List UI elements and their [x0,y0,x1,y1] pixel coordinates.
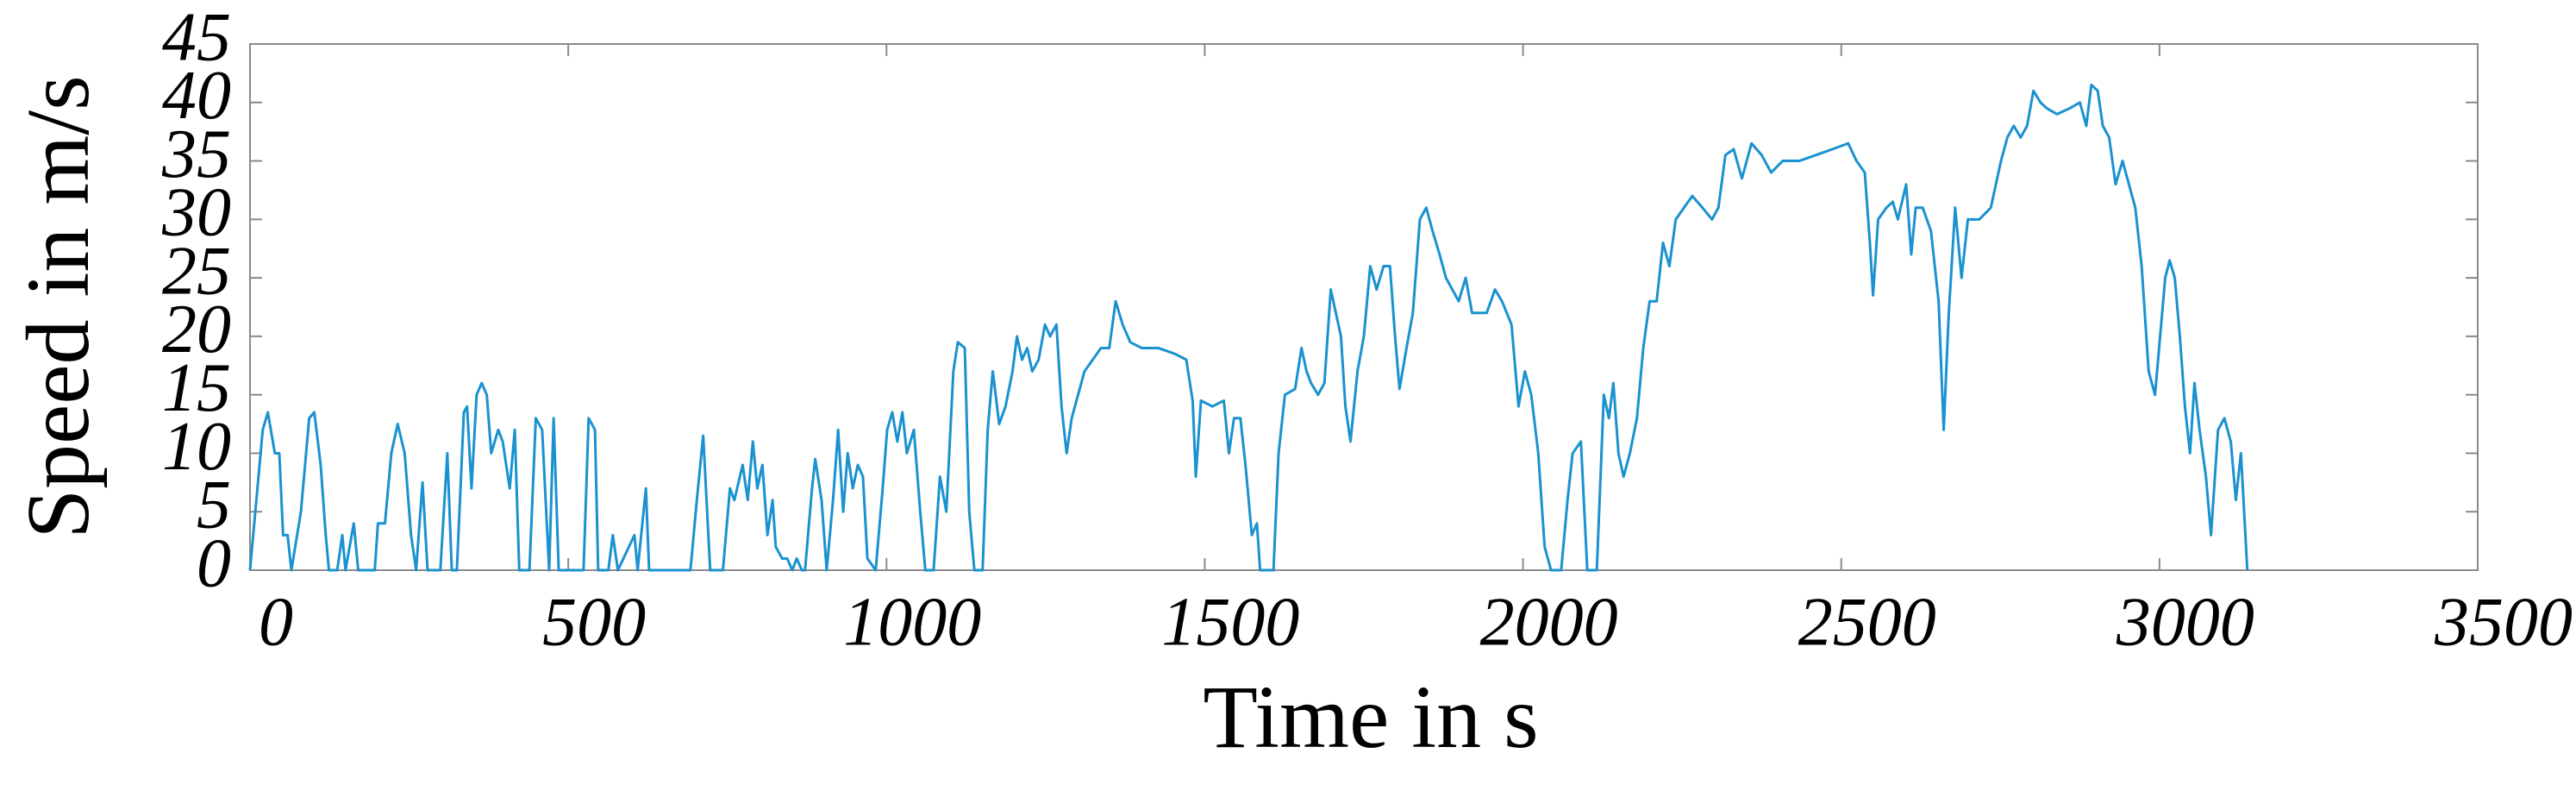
x-tick-label: 1500 [1161,584,1299,660]
x-tick-label: 2500 [1798,584,1936,660]
y-tick-label: 5 [197,468,231,543]
x-tick-label: 3000 [2116,584,2254,660]
y-axis-title: Speed in m/s [9,75,108,538]
x-tick-label: 0 [259,584,293,660]
x-axis-title: Time in s [1203,668,1538,767]
y-tick-label: 20 [162,292,231,367]
y-tick-label: 15 [162,350,231,426]
y-tick-label: 30 [161,175,231,251]
speed-line [248,83,2249,572]
plot-frame [249,43,2479,571]
y-tick-label: 25 [162,233,231,309]
x-tick-label: 2000 [1480,584,1618,660]
x-tick-label: 1000 [843,584,981,660]
y-tick-label: 40 [162,58,231,134]
y-tick-label: 35 [161,116,231,192]
y-tick-label: 10 [162,409,231,485]
x-tick-label: 3500 [2434,584,2573,660]
x-tick-label: 500 [542,584,646,660]
y-tick-label: 45 [162,0,231,75]
y-tick-label: 0 [197,525,231,601]
